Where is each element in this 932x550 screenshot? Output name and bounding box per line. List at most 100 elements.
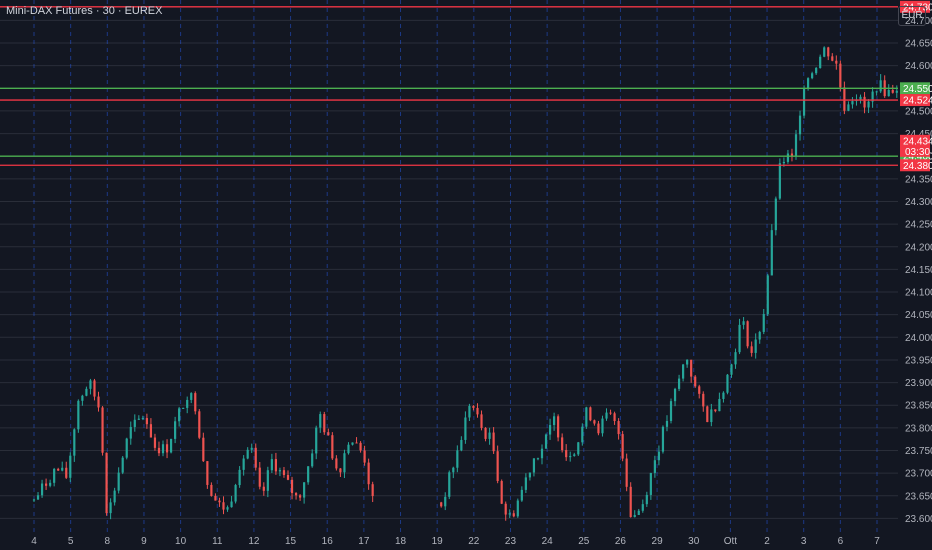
candle-body [456, 450, 459, 468]
time-tick-label: 9 [141, 536, 147, 547]
level-price-label: 24.730 [903, 2, 932, 13]
candle-body [565, 450, 568, 458]
candle-body [121, 457, 124, 473]
price-tick-label: 23.950 [905, 355, 932, 366]
candle-body [347, 444, 350, 454]
candle-body [645, 494, 648, 505]
candle-body [186, 399, 189, 408]
candle-body [488, 432, 491, 439]
candle-body [819, 56, 822, 69]
candle-body [117, 472, 120, 491]
candle-body [887, 89, 890, 97]
candle-body [738, 324, 741, 353]
candle-body [871, 91, 874, 102]
candle-body [157, 447, 161, 454]
currency-button[interactable]: EUR [898, 6, 926, 26]
candle-body [214, 495, 217, 501]
candle-body [323, 414, 326, 433]
candle-body [593, 420, 596, 424]
candle-body [65, 467, 68, 478]
price-tick-label: 24.300 [905, 197, 932, 208]
candle-body [93, 380, 96, 397]
candle-body [496, 451, 499, 482]
time-tick-label: 17 [358, 536, 370, 547]
bar-countdown-label: 03:30 [905, 147, 930, 158]
price-tick-label: 23.850 [905, 401, 932, 412]
candle-body [480, 414, 483, 428]
candle-body [657, 451, 661, 461]
candle-body [182, 407, 185, 409]
time-tick-label: 29 [652, 536, 664, 547]
candle-body [44, 483, 48, 486]
candle-body [661, 426, 665, 452]
candle-body [97, 396, 100, 408]
candle-body [242, 458, 245, 470]
candle-body [53, 468, 56, 483]
candle-body [520, 489, 523, 501]
candle-body [343, 453, 346, 473]
time-tick-label: 15 [285, 536, 297, 547]
candle-body [746, 321, 749, 347]
candle-body [806, 78, 810, 89]
candle-body [577, 442, 580, 455]
candle-body [617, 421, 620, 435]
time-tick-label: 24 [542, 536, 554, 547]
level-price-label: 24.524 [903, 96, 932, 107]
candle-body [851, 101, 854, 105]
candle-body [867, 101, 870, 108]
candle-body [161, 444, 165, 454]
candle-body [335, 458, 338, 469]
time-tick-label: 22 [468, 536, 480, 547]
candle-body [786, 153, 790, 162]
time-axis [0, 532, 898, 550]
candle-body [843, 87, 846, 111]
candle-body [702, 393, 705, 407]
candle-body [250, 447, 253, 450]
candle-body [290, 479, 294, 494]
candle-body [36, 495, 40, 500]
candle-body [278, 470, 282, 472]
candle-body [133, 419, 136, 427]
time-tick-label: 18 [395, 536, 407, 547]
candle-body [101, 407, 104, 453]
level-price-tag [900, 94, 930, 107]
candle-body [307, 466, 310, 483]
candle-body [621, 434, 624, 459]
candle-body [145, 418, 148, 425]
candle-body [109, 502, 112, 514]
candle-body [714, 409, 717, 412]
candle-body [633, 514, 636, 518]
candle-body [722, 392, 725, 399]
candle-body [149, 424, 153, 438]
candle-body [532, 458, 536, 473]
candle-body [61, 467, 64, 471]
candle-body [484, 427, 487, 439]
candle-body [625, 458, 628, 487]
price-tick-label: 24.650 [905, 39, 932, 50]
candle-body [339, 468, 342, 473]
time-tick-label: 19 [432, 536, 444, 547]
time-tick-label: 8 [105, 536, 111, 547]
time-tick-label: 2 [764, 536, 770, 547]
candle-body [718, 398, 721, 412]
candle-body [891, 89, 894, 93]
candle-body [589, 407, 592, 421]
candle-body [472, 405, 475, 408]
price-tick-label: 24.150 [905, 265, 932, 276]
candle-body [178, 408, 181, 422]
candle-body [327, 432, 330, 436]
price-tick-label: 24.050 [905, 310, 932, 321]
candle-body [649, 472, 652, 495]
candle-body [730, 364, 733, 375]
candle-body [359, 442, 362, 451]
candle-body [790, 153, 794, 157]
candle-body [73, 429, 76, 456]
candle-body [85, 388, 88, 396]
candle-body [754, 339, 757, 353]
candle-body [165, 444, 169, 453]
candle-body [57, 468, 60, 471]
candle-body [835, 60, 838, 64]
candle-body [548, 425, 552, 435]
candle-body [198, 411, 201, 438]
